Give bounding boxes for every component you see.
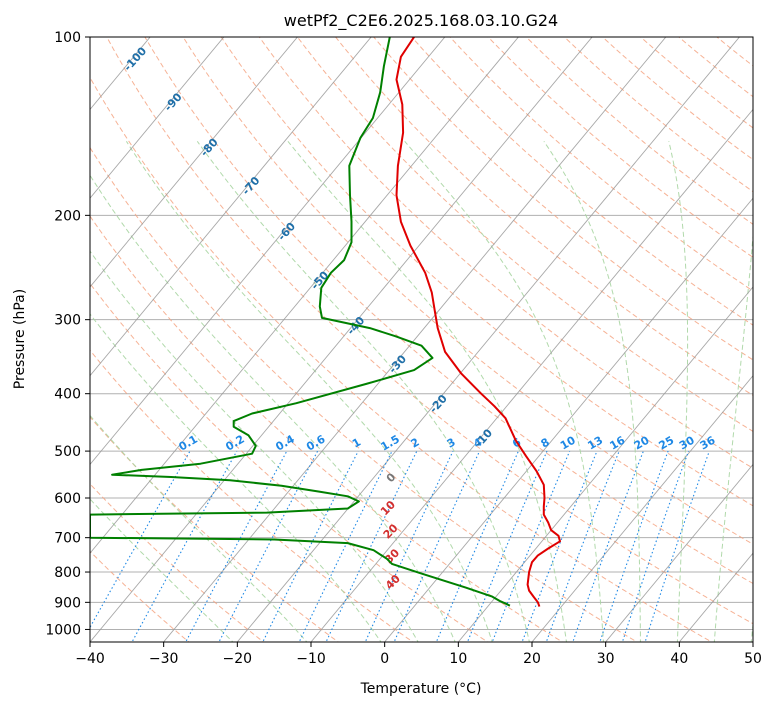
moist-adiabat-line — [713, 230, 753, 642]
dry-adiabat-line — [90, 483, 265, 642]
dry-adiabat-line — [220, 37, 753, 507]
x-tick-label: 10 — [449, 651, 467, 667]
dewpoint-profile-line — [90, 37, 511, 607]
isotherm-line — [605, 463, 753, 642]
mixing-ratio-line — [521, 450, 598, 642]
y-tick-label: 700 — [54, 531, 81, 547]
x-tick-label: −30 — [149, 651, 179, 667]
moist-adiabat-line — [668, 141, 689, 642]
isotherm-line — [90, 37, 446, 466]
moist-adiabat-line — [90, 174, 456, 642]
mixing-ratio-line — [466, 450, 548, 642]
y-tick-label: 800 — [54, 565, 81, 581]
isotherm-line — [90, 37, 225, 199]
moist-adiabat-line — [543, 141, 641, 642]
isotherm-line — [531, 375, 753, 642]
moist-adiabat-line — [90, 313, 382, 642]
isotherm-line — [90, 37, 299, 288]
dry-adiabat-line — [334, 37, 753, 396]
y-tick-label: 100 — [54, 30, 81, 46]
moist-adiabat-line — [196, 141, 530, 642]
x-axis-title: Temperature (°C) — [360, 681, 482, 697]
dry-adiabat-line — [90, 349, 414, 642]
mixing-ratio-line — [185, 450, 288, 642]
dry-adiabat-line — [449, 37, 753, 292]
dry-adiabat-line — [90, 146, 639, 642]
moist-adiabat-line — [90, 250, 419, 642]
x-tick-label: 30 — [597, 651, 615, 667]
mixing-ratio-line — [599, 450, 669, 642]
moist-adiabat-line — [90, 414, 308, 642]
chart-title: wetPf2_C2E6.2025.168.03.10.G24 — [284, 11, 558, 31]
dry-adiabat-line — [106, 37, 753, 625]
x-tick-label: 40 — [670, 651, 688, 667]
y-tick-label: 900 — [54, 595, 81, 611]
mixing-ratio-line — [644, 450, 710, 642]
y-axis-title: Pressure (hPa) — [12, 289, 28, 389]
x-axis: −40 −30 −20 −10 0 10 20 30 40 50 — [75, 642, 762, 667]
mixing-ratio-line — [364, 450, 454, 642]
y-axis: 100 200 300 400 500 600 700 800 900 1000 — [45, 30, 90, 638]
isotherm-line — [384, 197, 753, 642]
isotherm-line — [90, 37, 520, 554]
isotherm-line — [457, 286, 753, 642]
mixing-ratio-line — [325, 450, 418, 642]
x-tick-label: −20 — [223, 651, 253, 667]
mixing-ratio-line — [218, 450, 319, 642]
dry-adiabat-line — [90, 282, 489, 642]
isotherm-line — [310, 108, 753, 642]
dry-adiabat-line — [411, 37, 753, 326]
y-tick-label: 200 — [54, 208, 81, 224]
x-tick-label: −40 — [75, 651, 105, 667]
y-tick-label: 500 — [54, 444, 81, 460]
mixing-ratio-line — [491, 450, 571, 642]
dry-adiabat-line — [90, 76, 713, 642]
y-tick-label: 600 — [54, 491, 81, 507]
moist-adiabat-line — [404, 140, 605, 642]
mixing-ratio-line — [545, 450, 620, 642]
y-tick-label: 300 — [54, 313, 81, 329]
y-tick-label: 1000 — [45, 622, 81, 638]
y-tick-label: 400 — [54, 387, 81, 403]
plot-frame — [89, 36, 754, 643]
mixing-ratio-line — [621, 450, 690, 642]
isotherm-line — [163, 37, 667, 642]
moist-adiabat-line — [287, 140, 568, 642]
mixing-ratio-line — [572, 450, 644, 642]
isotherm-line — [90, 37, 593, 642]
dry-adiabat-line — [182, 37, 753, 545]
dry-adiabat-line — [90, 550, 190, 642]
isotherm-line — [90, 37, 372, 377]
x-tick-label: 20 — [523, 651, 541, 667]
x-tick-label: 50 — [744, 651, 762, 667]
x-tick-label: −10 — [296, 651, 326, 667]
x-tick-label: 0 — [380, 651, 389, 667]
dry-adiabat-line — [296, 37, 753, 432]
moist-adiabat-line — [125, 141, 493, 642]
temperature-profile-line — [395, 37, 561, 607]
